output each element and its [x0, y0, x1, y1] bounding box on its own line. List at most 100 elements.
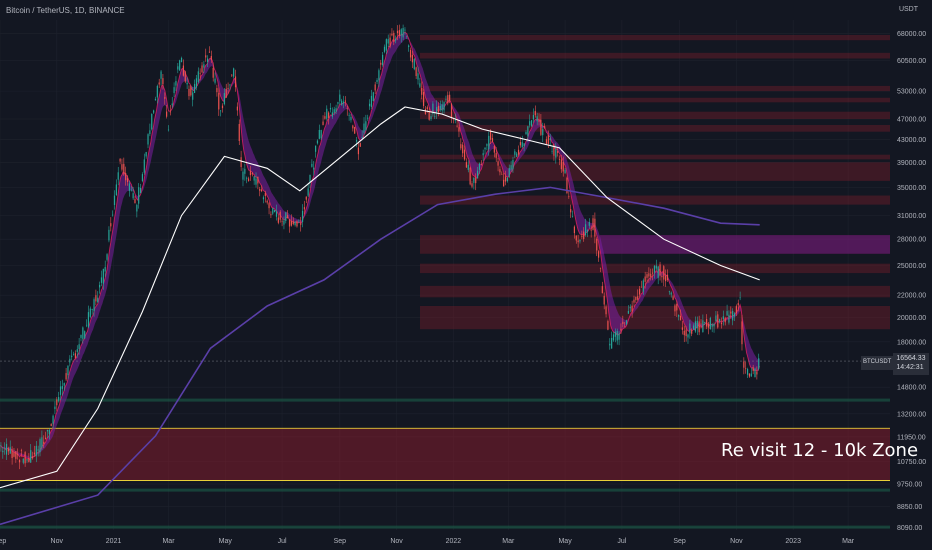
candle-body — [59, 386, 62, 395]
candle-body — [251, 172, 253, 175]
candle-body — [611, 337, 613, 349]
candle-body — [536, 116, 538, 122]
candle-body — [380, 62, 382, 65]
candle-body — [463, 149, 466, 160]
candle-body — [76, 349, 78, 352]
x-tick-label: May — [558, 538, 572, 545]
candle-body — [20, 450, 23, 452]
x-tick-label: Nov — [51, 538, 64, 545]
price-axis[interactable]: 68000.00 60500.00 53000.00 47000.00 43000.00… — [897, 31, 926, 532]
resistance-zone — [420, 162, 890, 181]
candle-body — [7, 448, 9, 452]
candle-body — [607, 321, 609, 330]
candle-body — [300, 223, 302, 225]
candle-body — [666, 274, 669, 281]
support-line — [0, 488, 890, 492]
candle-body — [331, 112, 333, 117]
candle-body — [640, 286, 643, 288]
candle-body — [465, 162, 468, 168]
x-tick-label: 2021 — [106, 538, 122, 545]
candle-body — [596, 238, 598, 251]
candle-body — [711, 324, 713, 327]
candle-body — [320, 130, 322, 139]
candle-body — [367, 117, 369, 119]
candle-body — [58, 396, 60, 401]
candle-body — [404, 29, 406, 31]
x-tick-label: Sep — [673, 538, 686, 545]
candle-body — [74, 353, 77, 359]
candle-body — [672, 296, 674, 300]
candle-body — [503, 179, 505, 187]
candle-body — [488, 135, 490, 150]
candle-body — [428, 111, 430, 120]
candle-body — [82, 327, 84, 340]
candle-body — [631, 305, 633, 312]
candle-body — [182, 65, 184, 76]
candle-body — [50, 423, 52, 427]
x-tick-label: 2022 — [446, 538, 462, 545]
candle-body — [467, 164, 469, 170]
candle-body — [247, 178, 250, 182]
candle-body — [730, 311, 732, 314]
candle-body — [722, 316, 724, 320]
candle-body — [344, 100, 346, 102]
resistance-zone — [420, 285, 890, 298]
candle-body — [18, 460, 21, 463]
candle-body — [553, 144, 555, 156]
candle-body — [326, 108, 328, 119]
candle-body — [564, 169, 566, 174]
candle-body — [128, 183, 131, 191]
candle-body — [720, 322, 723, 325]
candle-body — [741, 321, 743, 345]
x-tick-label: 2023 — [785, 538, 801, 545]
candle-body — [383, 46, 386, 52]
candle-body — [750, 373, 752, 377]
candle-body — [426, 107, 428, 110]
candle-body — [573, 226, 576, 234]
support-lines — [0, 398, 890, 529]
time-axis[interactable]: Sep Nov 2021 Mar May Jul Sep Nov 2022 Mar May Jul Se… — [0, 538, 855, 545]
candle-body — [616, 331, 618, 341]
candle-body — [184, 71, 186, 82]
y-tick-label: 8090.00 — [897, 525, 922, 532]
candle-body — [188, 88, 190, 97]
candle-body — [717, 314, 719, 328]
candle-body — [415, 67, 417, 77]
y-tick-label: 35000.00 — [897, 185, 926, 192]
resistance-zone — [420, 52, 890, 59]
candle-body — [167, 129, 170, 131]
candle-body — [732, 310, 734, 321]
y-tick-label: 11950.00 — [897, 434, 926, 441]
candle-body — [499, 169, 501, 173]
resistance-zone — [420, 111, 890, 119]
candle-body — [547, 135, 549, 144]
candle-body — [303, 207, 306, 210]
candle-body — [681, 327, 683, 330]
candle-body — [266, 200, 268, 203]
y-tick-label: 8850.00 — [897, 504, 922, 511]
candle-body — [365, 121, 367, 131]
candle-body — [665, 275, 667, 282]
candle-body — [361, 136, 363, 139]
candle-body — [519, 142, 522, 146]
candle-body — [430, 116, 432, 120]
candle-body — [378, 70, 380, 81]
candle-body — [525, 131, 527, 135]
candle-body — [635, 296, 637, 301]
candle-body — [495, 152, 497, 158]
candle-body — [382, 54, 384, 66]
candle-body — [169, 111, 171, 113]
candle-body — [41, 437, 43, 448]
candle-body — [225, 88, 227, 98]
candle-body — [329, 107, 332, 110]
candle-body — [609, 343, 611, 346]
price-tag-value: 16564.33 — [896, 355, 926, 362]
candle-body — [112, 214, 114, 216]
x-tick-label: Sep — [0, 538, 6, 545]
candle-body — [316, 140, 319, 144]
candle-body — [337, 102, 339, 104]
candle-body — [236, 106, 238, 111]
candle-body — [139, 187, 142, 194]
candle-body — [471, 183, 473, 187]
